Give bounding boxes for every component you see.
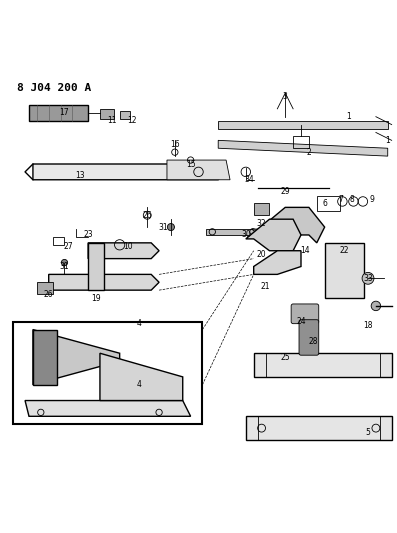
Text: 8: 8 [350,195,355,204]
Text: 18: 18 [363,321,373,330]
Text: 5: 5 [366,427,370,437]
Bar [37,282,53,294]
Text: 19: 19 [91,294,101,303]
Polygon shape [167,160,230,180]
Polygon shape [218,140,388,156]
Text: 8 J04 200 A: 8 J04 200 A [17,83,91,93]
Text: 29: 29 [280,187,290,196]
Text: 20: 20 [257,250,266,259]
Text: 32: 32 [257,219,266,228]
Text: 10: 10 [123,243,132,251]
Circle shape [362,272,374,284]
Text: 15: 15 [186,159,195,168]
Text: 6: 6 [322,199,327,208]
Bar [119,111,129,119]
Text: 4: 4 [137,380,142,389]
Text: 17: 17 [60,108,69,117]
Polygon shape [262,207,325,243]
Text: 2: 2 [306,148,311,157]
Text: 3: 3 [283,93,288,101]
Polygon shape [33,164,226,180]
Text: 31: 31 [60,262,69,271]
FancyBboxPatch shape [299,320,319,355]
Text: 31: 31 [158,223,168,231]
Text: 7: 7 [338,195,343,204]
Polygon shape [252,229,260,236]
Polygon shape [218,120,388,128]
Polygon shape [100,353,183,400]
Text: 16: 16 [170,140,180,149]
Polygon shape [325,243,364,298]
Polygon shape [246,219,301,251]
Circle shape [371,301,381,311]
Text: 12: 12 [127,116,136,125]
Text: 26: 26 [143,211,152,220]
Polygon shape [206,229,258,235]
Text: 11: 11 [107,116,117,125]
Text: 21: 21 [261,282,270,290]
Text: 1: 1 [346,112,351,121]
Polygon shape [254,251,301,274]
Text: 13: 13 [75,171,85,180]
Bar [53,237,64,245]
Polygon shape [25,400,191,416]
Polygon shape [88,243,104,290]
Text: 24: 24 [296,317,306,326]
Text: 34: 34 [245,175,254,184]
Text: 23: 23 [83,230,93,239]
FancyBboxPatch shape [291,304,319,324]
Text: 28: 28 [308,337,318,346]
Polygon shape [29,105,88,120]
Bar [254,204,270,215]
Polygon shape [33,329,57,385]
Text: 1: 1 [385,136,390,145]
Text: 26: 26 [44,289,54,298]
Text: 33: 33 [363,274,373,283]
Polygon shape [246,416,392,440]
Circle shape [168,223,174,231]
Polygon shape [33,329,119,385]
Text: 30: 30 [241,230,251,239]
Text: 9: 9 [370,195,374,204]
Polygon shape [254,353,392,377]
Bar [13,322,202,424]
Text: 22: 22 [339,246,349,255]
Text: 14: 14 [300,246,310,255]
Polygon shape [88,243,159,259]
Text: 4: 4 [137,319,142,328]
Circle shape [61,260,67,266]
Polygon shape [49,274,159,290]
Bar [100,109,114,119]
Text: 25: 25 [280,353,290,362]
Text: 27: 27 [64,243,73,251]
